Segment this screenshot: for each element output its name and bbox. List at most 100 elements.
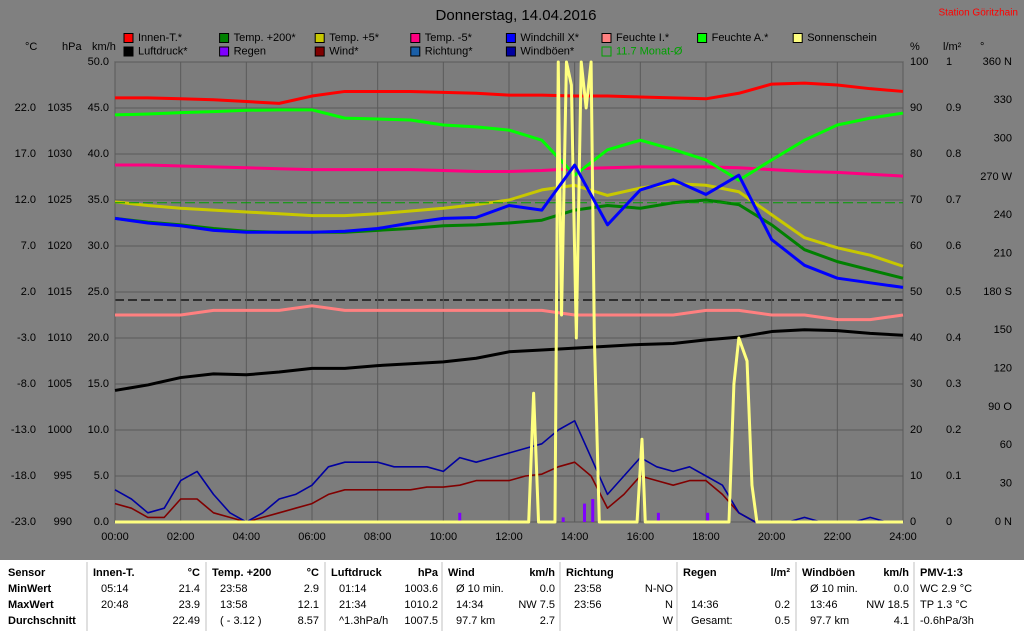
x-tick-label: 02:00 (167, 531, 195, 543)
legend-label: Innen-T.* (138, 32, 183, 44)
table-cell: TP 1.3 °C (920, 599, 968, 611)
legend-swatch (505, 33, 516, 43)
table-cell: 4.1 (894, 615, 909, 627)
table-cell: 1007.5 (404, 615, 438, 627)
y-tick-label: 180 S (983, 286, 1012, 298)
y-tick-label: 7.0 (21, 240, 36, 252)
stats-table: Sensor MinWert MaxWert Durchschnitt Innen-T.… (8, 562, 974, 631)
x-tick-label: 18:00 (692, 531, 720, 543)
x-tick-label: 14:00 (561, 531, 589, 543)
y-tick-label: 30 (1000, 478, 1012, 490)
table-unit: l/m² (770, 567, 790, 579)
x-tick-label: 04:00 (233, 531, 261, 543)
table-unit: °C (188, 567, 200, 579)
axis-unit: °C (25, 41, 37, 53)
y-tick-label: 40.0 (88, 148, 109, 160)
table-cell: 0.0 (540, 583, 555, 595)
y-tick-label: 30.0 (88, 240, 109, 252)
table-cell: 2.7 (540, 615, 555, 627)
legend-label: Wind* (329, 45, 359, 57)
table-cell: 23:58 (574, 583, 602, 595)
legend-swatch (601, 33, 612, 43)
table-cell: 8.57 (298, 615, 319, 627)
table-cell: 23:56 (574, 599, 602, 611)
y-tick-label: 1015 (48, 286, 72, 298)
series-line (114, 328, 904, 392)
legend-swatch (314, 33, 325, 43)
x-tick-label: 10:00 (430, 531, 458, 543)
y-tick-label: 40 (910, 332, 922, 344)
table-cell: NW 18.5 (866, 599, 909, 611)
y-tick-label: 0 (946, 516, 952, 528)
y-tick-label: 100 (910, 56, 928, 68)
table-header: Wind (448, 567, 475, 579)
table-cell: 97.7 km (810, 615, 849, 627)
table-cell: 97.7 km (456, 615, 495, 627)
legend-label: Regen (234, 45, 266, 57)
legend-swatch (697, 33, 708, 43)
station: Station Göritzhain (939, 8, 1019, 19)
table-cell: 14:34 (456, 599, 484, 611)
x-tick-label: 08:00 (364, 531, 392, 543)
y-tick-label: 10.0 (88, 424, 109, 436)
legend-label: Windchill X* (520, 32, 579, 44)
table-unit: hPa (418, 567, 439, 579)
table-cell: Ø 10 min. (810, 583, 858, 595)
y-tick-label: 0 (910, 516, 916, 528)
table-cell: 13:58 (220, 599, 248, 611)
table-cell: ^1.3hPa/h (339, 615, 388, 627)
table-cell: W (663, 615, 674, 627)
y-tick-label: -8.0 (17, 378, 36, 390)
table-cell: Gesamt: (691, 615, 733, 627)
x-tick-label: 22:00 (824, 531, 852, 543)
legend-swatch (123, 46, 134, 57)
table-cell: Ø 10 min. (456, 583, 504, 595)
table-label: MinWert (8, 583, 52, 595)
series-line (114, 163, 904, 289)
table-header: Innen-T. (93, 567, 135, 579)
y-tick-label: 35.0 (88, 194, 109, 206)
legend-label: Feuchte A.* (712, 32, 770, 44)
x-tick-label: 16:00 (627, 531, 655, 543)
table-bg (0, 560, 1024, 631)
table-cell: 20:48 (101, 599, 129, 611)
legend-label: Sonnenschein (807, 32, 877, 44)
table-cell: 21:34 (339, 599, 367, 611)
chart-title: Donnerstag, 14.04.2016 (436, 7, 597, 24)
table-unit: °C (307, 567, 319, 579)
table-cell: 01:14 (339, 583, 367, 595)
y-tick-label: 5.0 (94, 470, 109, 482)
y-tick-label: 0.1 (946, 470, 961, 482)
legend-label: Temp. +200* (234, 32, 297, 44)
rain-bar (706, 512, 710, 522)
rain-bar (458, 512, 462, 522)
legend-swatch (123, 33, 134, 43)
table-label: Sensor (8, 567, 46, 579)
y-tick-label: 330 (994, 94, 1012, 106)
y-tick-label: 0.6 (946, 240, 961, 252)
y-tick-label: 360 N (983, 56, 1012, 68)
y-tick-label: 0.2 (946, 424, 961, 436)
table-cell: WC 2.9 °C (920, 583, 972, 595)
table-cell: 21.4 (179, 583, 200, 595)
table-cell: 13:46 (810, 599, 838, 611)
table-label: MaxWert (8, 599, 54, 611)
table-cell: 2.9 (304, 583, 319, 595)
y-tick-label: 240 (994, 209, 1012, 221)
series-line (114, 181, 904, 268)
series-line (115, 81, 904, 105)
y-tick-label: 20 (910, 424, 922, 436)
y-tick-label: 0.0 (94, 516, 109, 528)
y-tick-label: -23.0 (11, 516, 36, 528)
table-cell: 0.2 (775, 599, 790, 611)
table-cell: -0.6hPa/3h (920, 615, 974, 627)
y-tick-label: 45.0 (88, 102, 109, 114)
table-header: Regen (683, 567, 717, 579)
y-tick-label: 10 (910, 470, 922, 482)
y-tick-label: 25.0 (88, 286, 109, 298)
rain-bar (561, 517, 565, 522)
x-tick-label: 12:00 (495, 531, 523, 543)
y-tick-label: 0.4 (946, 332, 961, 344)
